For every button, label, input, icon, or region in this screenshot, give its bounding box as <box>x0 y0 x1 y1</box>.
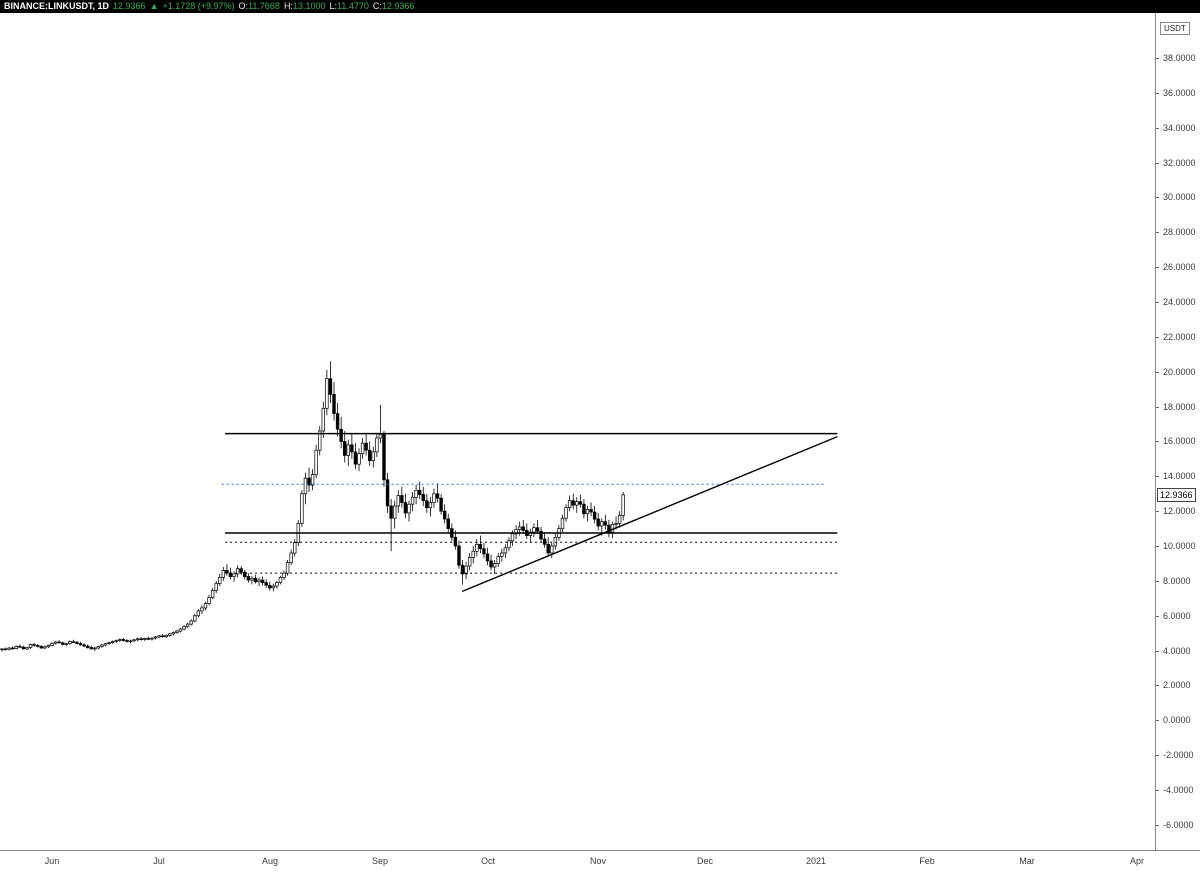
price-tick-label: 38.0000 <box>1163 53 1196 63</box>
price-tick-mark <box>1156 302 1159 303</box>
price-tick-label: 24.0000 <box>1163 297 1196 307</box>
price-tick-label: 28.0000 <box>1163 227 1196 237</box>
chart-pane[interactable] <box>0 13 1155 850</box>
price-tick-label: 32.0000 <box>1163 158 1196 168</box>
price-tick-label: 20.0000 <box>1163 367 1196 377</box>
symbol-title[interactable]: BINANCE:LINKUSDT, 1D <box>4 1 110 11</box>
price-tick-mark <box>1156 581 1159 582</box>
price-tick-mark <box>1156 93 1159 94</box>
time-tick-label: Oct <box>480 856 496 866</box>
price-tick-label: -2.0000 <box>1163 750 1194 760</box>
time-tick-label: 2021 <box>805 856 827 866</box>
time-tick-label: Jul <box>153 856 165 866</box>
price-tick-label: 10.0000 <box>1163 541 1196 551</box>
ohlc-low: L:11.4770 <box>329 1 369 11</box>
axis-unit-label: USDT <box>1160 22 1190 35</box>
time-tick-label: Feb <box>919 856 935 866</box>
change-arrow-icon: ▲ <box>149 1 159 11</box>
price-tick-mark <box>1156 197 1159 198</box>
time-tick-label: Sep <box>371 856 389 866</box>
price-tick-mark <box>1156 546 1159 547</box>
ohlc-open: O:11.7668 <box>238 1 280 11</box>
price-tick-label: 22.0000 <box>1163 332 1196 342</box>
price-tick-mark <box>1156 128 1159 129</box>
price-tick-mark <box>1156 163 1159 164</box>
time-tick-label: Mar <box>1019 856 1035 866</box>
price-tick-mark <box>1156 267 1159 268</box>
price-tick-label: 4.0000 <box>1163 646 1191 656</box>
time-tick-label: Nov <box>589 856 607 866</box>
price-tick-mark <box>1156 232 1159 233</box>
price-tick-label: 36.0000 <box>1163 88 1196 98</box>
change-value: +1.1728 (+9.97%) <box>162 1 235 11</box>
price-tick-label: 6.0000 <box>1163 611 1191 621</box>
price-tick-mark <box>1156 685 1159 686</box>
price-tick-label: 34.0000 <box>1163 123 1196 133</box>
price-tick-mark <box>1156 720 1159 721</box>
current-price-label: 12.9366 <box>1157 488 1196 502</box>
time-tick-label: Dec <box>696 856 714 866</box>
price-tick-mark <box>1156 441 1159 442</box>
price-tick-mark <box>1156 372 1159 373</box>
ascending-trendline[interactable] <box>461 435 838 593</box>
price-tick-label: 8.0000 <box>1163 576 1191 586</box>
price-tick-mark <box>1156 790 1159 791</box>
last-price: 12.9366 <box>113 1 146 11</box>
price-tick-mark <box>1156 58 1159 59</box>
price-tick-label: 16.0000 <box>1163 436 1196 446</box>
price-tick-mark <box>1156 511 1159 512</box>
ohlc-high: H:13.1000 <box>283 1 326 11</box>
price-tick-mark <box>1156 651 1159 652</box>
time-tick-label: Jun <box>44 856 60 866</box>
price-tick-label: 12.0000 <box>1163 506 1196 516</box>
price-tick-mark <box>1156 407 1159 408</box>
time-axis[interactable]: Jun Jul Aug Sep Oct Nov Dec 2021 Feb Mar Apr <box>0 850 1200 871</box>
candles-group <box>0 361 625 652</box>
price-tick-mark <box>1156 476 1159 477</box>
price-tick-label: -6.0000 <box>1163 820 1194 830</box>
price-tick-label: 30.0000 <box>1163 192 1196 202</box>
price-tick-mark <box>1156 755 1159 756</box>
price-tick-mark <box>1156 616 1159 617</box>
candlestick-chart[interactable] <box>0 13 1155 850</box>
price-tick-label: 0.0000 <box>1163 715 1191 725</box>
price-tick-label: 2.0000 <box>1163 680 1191 690</box>
price-tick-label: -4.0000 <box>1163 785 1194 795</box>
price-tick-mark <box>1156 825 1159 826</box>
time-tick-label: Aug <box>261 856 279 866</box>
price-tick-mark <box>1156 337 1159 338</box>
price-axis[interactable]: USDT 12.9366 38.0000 36.0000 34.0000 32.000… <box>1155 13 1200 850</box>
time-tick-label: Apr <box>1129 856 1145 866</box>
price-tick-label: 18.0000 <box>1163 402 1196 412</box>
symbol-info-bar: BINANCE:LINKUSDT, 1D 12.9366 ▲ +1.1728 (… <box>0 0 1200 13</box>
ohlc-close: C:12.9366 <box>372 1 415 11</box>
price-tick-label: 14.0000 <box>1163 471 1196 481</box>
price-tick-label: 26.0000 <box>1163 262 1196 272</box>
